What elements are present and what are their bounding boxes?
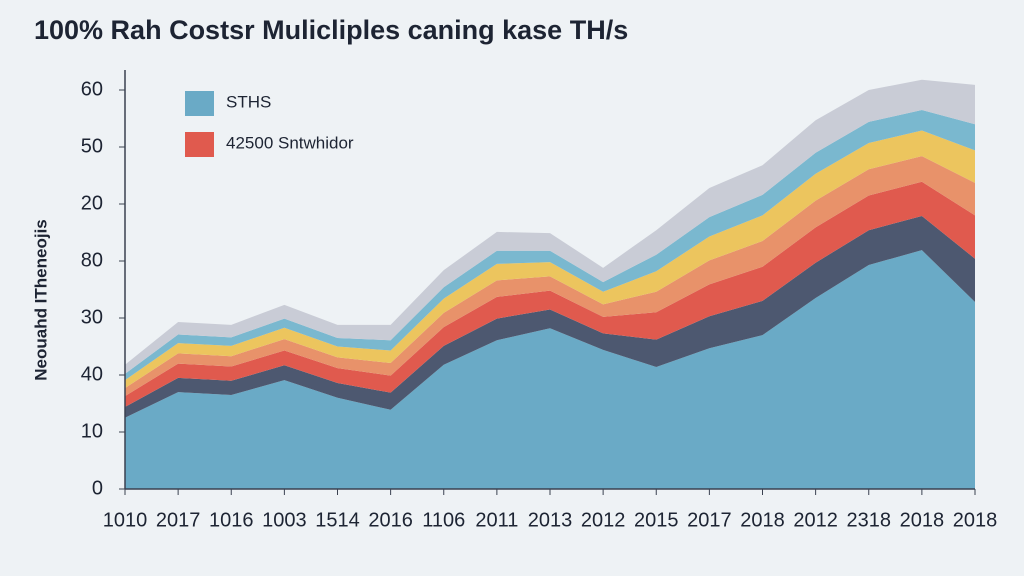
x-tick-label: 1106 [422, 509, 465, 531]
y-tick-label: 80 [81, 249, 103, 271]
x-tick-label: 2015 [634, 509, 679, 531]
chart-title: 100% Rah Costsr Mulicliples caning kase … [34, 15, 628, 45]
x-tick-label: 1010 [103, 509, 148, 531]
x-tick-label: 2017 [156, 509, 201, 531]
y-tick-label: 20 [81, 192, 103, 214]
y-tick-label: 10 [81, 420, 103, 442]
area [125, 79, 975, 374]
y-tick-label: 30 [81, 306, 103, 328]
area [125, 181, 975, 407]
area [125, 250, 975, 489]
y-tick-label: 60 [81, 78, 103, 100]
x-tick-label: 1016 [209, 509, 254, 531]
area [125, 156, 975, 397]
legend-label: STHS [226, 92, 271, 111]
x-tick-label: 2012 [793, 509, 838, 531]
x-tick-label: 2318 [847, 509, 892, 531]
x-tick-label: 1514 [315, 509, 360, 531]
x-tick-label: 2013 [528, 509, 573, 531]
x-tick-label: 2018 [740, 509, 785, 531]
legend-label: 42500 Sntwhidor [226, 133, 354, 152]
x-tick-label: 2018 [953, 509, 998, 531]
x-tick-label: 2017 [687, 509, 732, 531]
x-tick-label: 2016 [368, 509, 413, 531]
x-tick-label: 1003 [262, 509, 307, 531]
x-tick-label: 2011 [475, 509, 518, 531]
y-axis-label: Neouahd ITheneojis [31, 219, 50, 381]
x-tick-label: 2012 [581, 509, 626, 531]
legend-swatch [185, 132, 214, 157]
legend-swatch [185, 91, 214, 116]
area [125, 215, 975, 418]
area [125, 130, 975, 389]
y-tick-label: 0 [92, 477, 103, 499]
y-tick-label: 50 [81, 135, 103, 157]
x-tick-label: 2018 [900, 509, 945, 531]
area [125, 109, 975, 381]
y-tick-label: 40 [81, 363, 103, 385]
